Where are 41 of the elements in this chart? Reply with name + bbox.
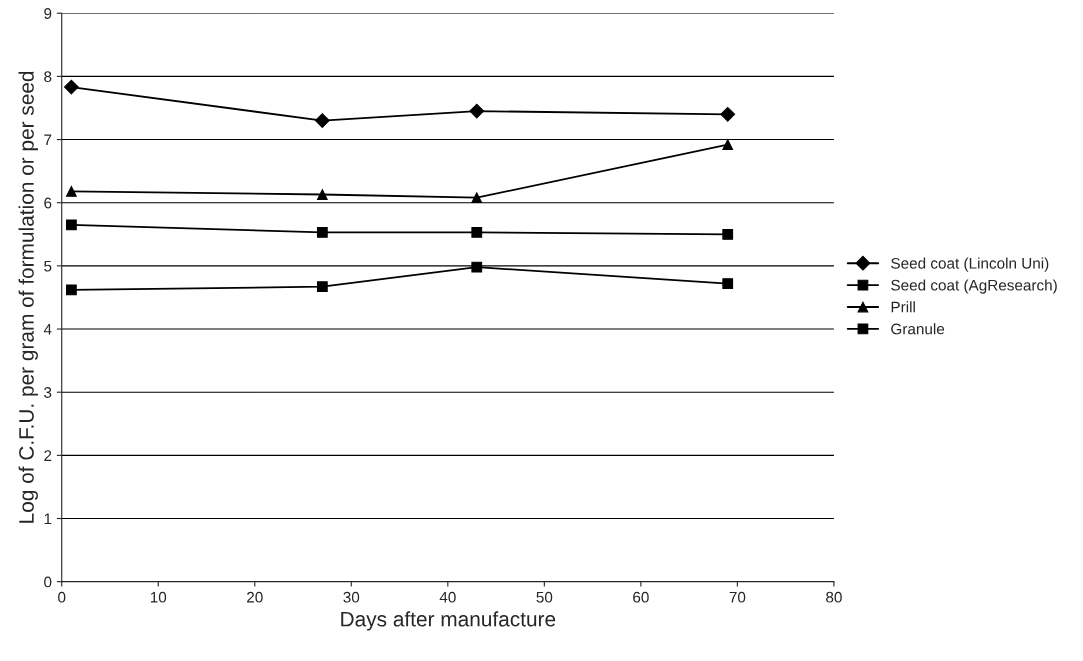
x-tick-label: 70 — [729, 591, 746, 603]
point — [63, 79, 79, 95]
point — [66, 185, 77, 197]
point — [722, 278, 734, 289]
x-axis-title: Days after manufacture — [341, 611, 556, 631]
y-tick-label: 6 — [44, 197, 52, 209]
y-tick-label: 4 — [43, 324, 52, 335]
point — [471, 227, 483, 238]
point — [471, 261, 483, 273]
y-tick-label: 9 — [44, 8, 52, 19]
x-tick-label: 0 — [58, 591, 66, 603]
x-tick-label: 60 — [633, 591, 649, 603]
legend-label: Granule — [891, 323, 945, 335]
x-tick-label: 50 — [536, 591, 553, 603]
point — [314, 113, 330, 128]
x-tick-label: 10 — [150, 591, 167, 603]
y-tick-label: 3 — [44, 387, 52, 398]
point — [722, 139, 734, 150]
point — [66, 284, 77, 296]
point — [722, 228, 734, 240]
point — [469, 103, 485, 119]
point — [316, 189, 328, 200]
point — [66, 219, 77, 231]
x-tick-label: 30 — [343, 591, 360, 603]
legend-label: Seed coat (AgResearch) — [891, 279, 1057, 294]
legend-label: Prill — [891, 301, 915, 313]
point — [316, 227, 328, 238]
x-tick-label: 20 — [247, 591, 263, 603]
y-axis-title: Log of C.F.U. per gram of formulation or per seed — [18, 71, 38, 523]
y-tick-label: 5 — [44, 260, 52, 272]
point — [720, 106, 736, 122]
x-tick-label: 80 — [826, 591, 842, 603]
x-tick-label: 40 — [439, 591, 456, 603]
y-tick-label: 8 — [44, 71, 52, 83]
legend-label: Seed coat (Lincoln Uni) — [891, 257, 1049, 272]
y-tick-label: 0 — [44, 576, 52, 588]
point — [316, 281, 328, 293]
y-tick-label: 1 — [44, 513, 52, 525]
point — [471, 192, 483, 204]
y-tick-label: 7 — [44, 134, 52, 146]
y-tick-label: 2 — [44, 450, 52, 461]
